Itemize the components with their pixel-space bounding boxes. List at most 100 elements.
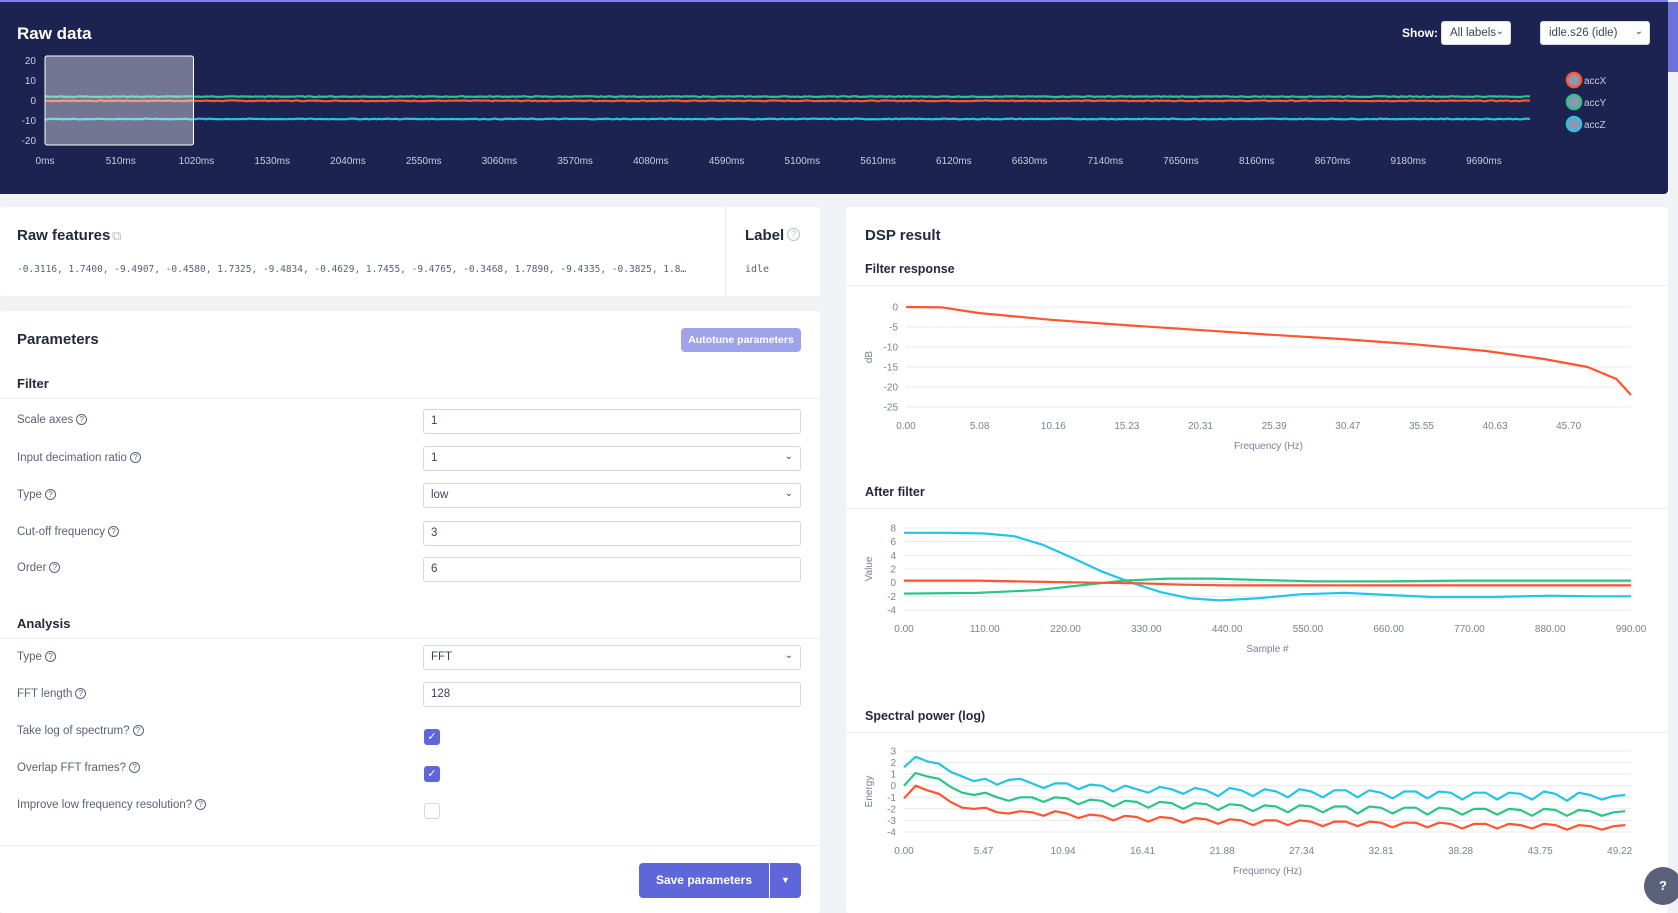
y-tick-label: -25 — [884, 403, 899, 414]
legend-marker-accY — [1565, 93, 1583, 111]
y-axis-label: dB — [864, 351, 875, 364]
show-labels-select[interactable]: All labels ⌄ — [1441, 21, 1511, 45]
show-labels-value: All labels — [1450, 27, 1497, 39]
x-tick-label: 3060ms — [482, 156, 518, 167]
x-axis-label: Frequency (Hz) — [1234, 441, 1303, 452]
x-tick-label: 110.00 — [970, 624, 1000, 635]
filter-type-select[interactable]: low ⌄ — [423, 483, 801, 508]
help-icon[interactable]: ? — [129, 452, 141, 463]
save-options-dropdown[interactable]: ▼ — [770, 863, 801, 898]
y-tick-label: -20 — [22, 136, 37, 147]
fft-length-label-text: FFT length — [17, 688, 73, 700]
autotune-parameters-button[interactable]: Autotune parameters — [681, 328, 801, 352]
filter-response-chart: 0 -5 -10 -15 -20 -25 0.00 5.08 10.16 15.23 20.31 25… — [864, 303, 1632, 452]
decimation-label: Input decimation ratio? — [17, 452, 141, 464]
order-input[interactable]: 6 — [423, 557, 801, 582]
y-tick-label: -1 — [887, 793, 896, 804]
take-log-checkbox[interactable]: ✓ — [424, 729, 440, 745]
cutoff-value: 3 — [431, 527, 438, 539]
x-tick-label: 21.88 — [1210, 846, 1235, 857]
overlap-label-text: Overlap FFT frames? — [17, 762, 127, 774]
x-tick-label: 8670ms — [1315, 156, 1351, 167]
y-tick-label: 10 — [25, 76, 37, 87]
copy-icon[interactable]: ⧉ — [112, 228, 122, 243]
decimation-select[interactable]: 1 ⌄ — [423, 446, 801, 471]
chevron-down-icon: ⌄ — [784, 650, 793, 661]
raw-data-panel: Raw data Show: All labels ⌄ idle.s26 (id… — [0, 0, 1678, 196]
x-tick-label: 8160ms — [1239, 156, 1275, 167]
series-line-accX — [44, 99, 1531, 103]
improve-low-checkbox[interactable] — [424, 803, 440, 819]
scale-axes-label-text: Scale axes — [17, 414, 74, 426]
legend-label-accZ: accZ — [1584, 120, 1606, 131]
decimation-value: 1 — [431, 452, 438, 464]
help-icon[interactable]: ? — [44, 489, 56, 500]
series-line-accZ — [45, 117, 1530, 121]
x-tick-label: 770.00 — [1454, 624, 1485, 635]
x-tick-label: 45.70 — [1556, 421, 1581, 432]
x-tick-label: 32.81 — [1369, 846, 1394, 857]
cutoff-input[interactable]: 3 — [423, 521, 801, 546]
x-tick-label: 5100ms — [785, 156, 821, 167]
series-line-2 — [903, 784, 1626, 831]
x-tick-label: 5.08 — [970, 421, 990, 432]
show-label: Show: — [1402, 26, 1438, 40]
help-icon[interactable]: ? — [787, 228, 800, 241]
decimation-label-text: Input decimation ratio — [17, 452, 127, 464]
improve-low-label: Improve low frequency resolution?? — [17, 799, 207, 811]
help-icon[interactable]: ? — [108, 526, 120, 537]
legend-marker-accZ — [1565, 115, 1583, 133]
label-title: Label — [745, 227, 785, 244]
raw-data-chart[interactable]: 20 10 0 -10 -20 0ms 510ms 1020ms 1530ms 2040ms 255… — [0, 2, 1668, 196]
fft-length-value: 128 — [431, 688, 451, 700]
y-tick-label: 0 — [890, 578, 896, 589]
analysis-section-title: Analysis — [17, 616, 71, 631]
help-icon[interactable]: ? — [76, 414, 88, 425]
analysis-type-select[interactable]: FFT ⌄ — [423, 645, 801, 670]
cutoff-label: Cut-off frequency? — [17, 526, 120, 538]
sample-value: idle.s26 (idle) — [1549, 27, 1618, 39]
x-tick-label: 550.00 — [1293, 624, 1324, 635]
overlap-checkbox[interactable]: ✓ — [424, 766, 440, 782]
raw-features-title: Raw features — [17, 227, 111, 244]
chevron-down-icon: ⌄ — [1495, 26, 1504, 37]
x-tick-label: 49.22 — [1607, 846, 1632, 857]
fft-length-label: FFT length? — [17, 688, 87, 700]
take-log-label: Take log of spectrum?? — [17, 725, 144, 737]
help-icon[interactable]: ? — [44, 651, 56, 662]
x-tick-label: 220.00 — [1050, 624, 1081, 635]
x-axis-label: Frequency (Hz) — [1233, 866, 1302, 877]
x-tick-label: 2040ms — [330, 156, 366, 167]
sample-select[interactable]: idle.s26 (idle) ⌄ — [1540, 21, 1650, 45]
y-tick-label: -10 — [884, 343, 899, 354]
y-tick-label: -5 — [889, 323, 898, 334]
after-filter-title: After filter — [865, 485, 925, 499]
divider — [725, 207, 726, 296]
section-divider — [0, 638, 820, 639]
x-tick-label: 2550ms — [406, 156, 442, 167]
help-button[interactable]: ? — [1644, 867, 1678, 905]
x-tick-label: 0.00 — [894, 624, 914, 635]
y-tick-label: 1 — [890, 770, 896, 781]
help-icon[interactable]: ? — [75, 688, 87, 699]
help-icon[interactable]: ? — [49, 562, 61, 573]
fft-length-input[interactable]: 128 — [423, 682, 801, 707]
parameters-card: Parameters Autotune parameters Filter Sc… — [0, 311, 820, 913]
x-tick-label: 40.63 — [1483, 421, 1508, 432]
label-value: idle — [745, 264, 770, 275]
save-parameters-button[interactable]: Save parameters — [639, 863, 769, 898]
take-log-label-text: Take log of spectrum? — [17, 725, 130, 737]
after-filter-chart: 8 6 4 2 0 -2 -4 0.00 110.00 220.00 330.00 440.00 550… — [864, 524, 1647, 656]
x-tick-label: 0ms — [36, 156, 55, 167]
x-tick-label: 1530ms — [254, 156, 290, 167]
y-tick-label: 2 — [890, 565, 896, 576]
scale-axes-input[interactable]: 1 — [423, 409, 801, 434]
y-tick-label: 0 — [30, 96, 36, 107]
help-icon[interactable]: ? — [132, 725, 144, 736]
dsp-result-card: DSP result Filter response 0 -5 -10 -15 -20-… — [846, 207, 1668, 913]
help-icon[interactable]: ? — [195, 799, 207, 810]
x-tick-label: 9180ms — [1390, 156, 1426, 167]
help-icon[interactable]: ? — [129, 762, 141, 773]
y-tick-label: -4 — [887, 828, 896, 839]
chevron-down-icon: ⌄ — [784, 488, 793, 499]
